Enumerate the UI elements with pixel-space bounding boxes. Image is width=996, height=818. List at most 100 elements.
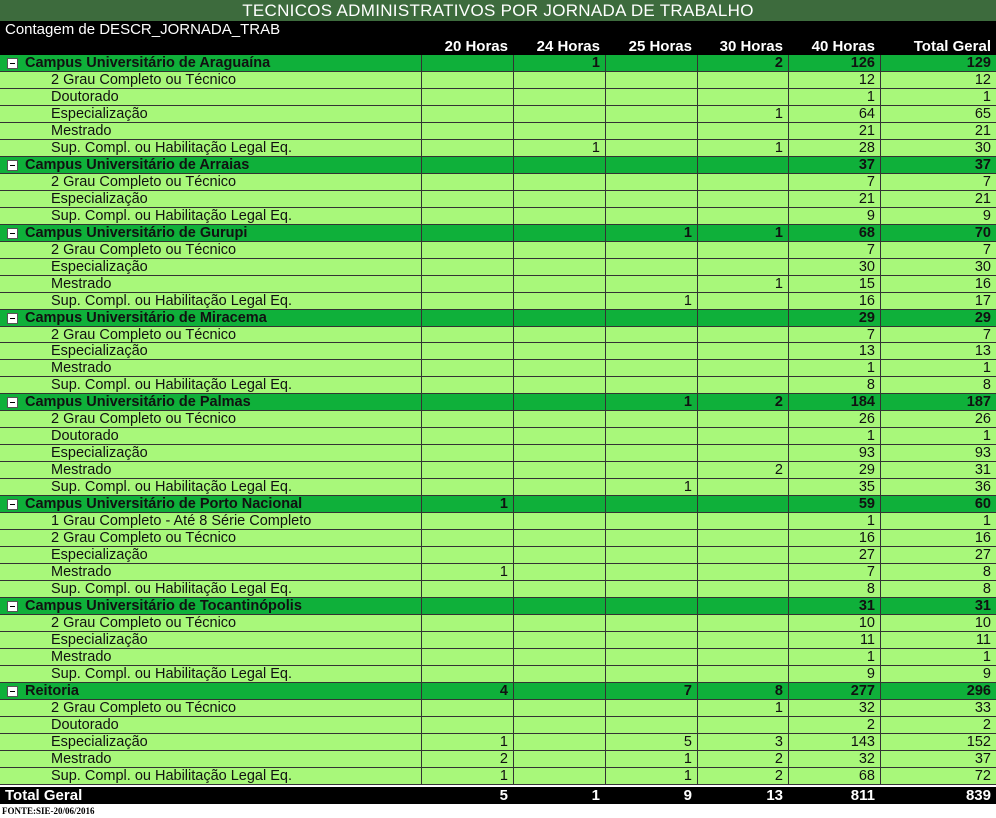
value-cell: 1	[605, 767, 697, 784]
value-cell	[421, 71, 513, 88]
value-cell	[421, 105, 513, 122]
group-row[interactable]: Reitoria 4 7 8 277 296	[0, 682, 996, 700]
value-cell	[605, 71, 697, 88]
collapse-toggle-icon[interactable]	[7, 227, 18, 239]
value-cell	[605, 275, 697, 292]
group-label: Campus Universitário de Porto Nacional	[25, 496, 303, 513]
row-label: Sup. Compl. ou Habilitação Legal Eq.	[51, 767, 293, 784]
value-cell	[421, 462, 513, 479]
value-cell	[605, 156, 697, 173]
value-cell: 36	[880, 479, 996, 495]
value-cell: 21	[788, 190, 880, 207]
detail-row: 2 Grau Completo ou Técnico 7 7	[0, 326, 996, 344]
group-label: Campus Universitário de Tocantinópolis	[25, 598, 302, 614]
value-cell	[513, 156, 605, 173]
detail-row: Especialização 93 93	[0, 445, 996, 463]
value-cell	[421, 479, 513, 496]
value-cell: 1	[880, 428, 996, 444]
value-cell: 1	[605, 750, 697, 767]
value-cell: 7	[605, 682, 697, 699]
value-cell: 1	[880, 648, 996, 665]
detail-row: Mestrado 2 1 2 32 37	[0, 750, 996, 768]
value-cell	[421, 190, 513, 207]
value-cell: 7	[788, 173, 880, 190]
value-cell: 1	[697, 139, 788, 156]
group-row[interactable]: Campus Universitário de Miracema 29 29	[0, 309, 996, 327]
group-row[interactable]: Campus Universitário de Araguaína 1 2 126 12…	[0, 55, 996, 72]
value-cell: 296	[880, 682, 996, 699]
detail-row: Doutorado 2 2	[0, 716, 996, 734]
value-cell: 21	[880, 122, 996, 139]
grand-total-row: Total Geral 5 1 9 13 811 839	[0, 787, 996, 804]
value-cell	[513, 71, 605, 88]
value-cell	[421, 55, 513, 71]
value-cell	[605, 360, 697, 377]
group-row[interactable]: Campus Universitário de Arraias 37 37	[0, 156, 996, 174]
value-cell: 9	[788, 207, 880, 224]
value-cell	[421, 173, 513, 190]
collapse-toggle-icon[interactable]	[7, 499, 18, 511]
value-cell	[697, 530, 788, 547]
value-cell	[513, 190, 605, 207]
value-cell: 129	[880, 55, 996, 71]
value-cell	[697, 445, 788, 462]
collapse-toggle-icon[interactable]	[7, 685, 18, 697]
value-cell	[421, 716, 513, 733]
detail-row: Sup. Compl. ou Habilitação Legal Eq. 1 16 1…	[0, 292, 996, 310]
value-cell	[513, 207, 605, 224]
value-cell	[421, 377, 513, 394]
value-cell: 72	[880, 767, 996, 784]
value-cell: 31	[880, 598, 996, 614]
value-cell	[697, 326, 788, 343]
pivot-table-body: Campus Universitário de Araguaína 1 2 126 12…	[0, 55, 996, 785]
value-cell: 1	[513, 139, 605, 156]
detail-row: Mestrado 1 1	[0, 360, 996, 378]
group-row[interactable]: Campus Universitário de Palmas 1 2 184 187	[0, 394, 996, 412]
value-cell	[513, 767, 605, 784]
value-cell: 126	[788, 55, 880, 71]
value-cell	[513, 699, 605, 716]
value-cell	[513, 648, 605, 665]
value-cell: 12	[880, 71, 996, 88]
value-cell	[513, 88, 605, 105]
row-label: 1 Grau Completo - Até 8 Série Completo	[51, 513, 312, 530]
collapse-toggle-icon[interactable]	[7, 312, 18, 324]
row-label: Doutorado	[51, 716, 119, 733]
column-header: 25 Horas	[628, 38, 692, 55]
group-row[interactable]: Campus Universitário de Gurupi 1 1 68 70	[0, 224, 996, 242]
value-cell	[697, 631, 788, 648]
value-cell	[605, 411, 697, 428]
collapse-toggle-icon[interactable]	[7, 601, 18, 612]
group-row[interactable]: Campus Universitário de Tocantinópolis 31…	[0, 598, 996, 615]
value-cell	[697, 88, 788, 105]
value-cell: 1	[421, 733, 513, 750]
collapse-toggle-icon[interactable]	[7, 159, 18, 171]
detail-row: 1 Grau Completo - Até 8 Série Completo 1 1	[0, 513, 996, 531]
row-label: Especialização	[51, 105, 148, 122]
value-cell: 11	[880, 631, 996, 648]
collapse-toggle-icon[interactable]	[7, 397, 18, 409]
value-cell: 7	[880, 241, 996, 258]
value-cell: 37	[880, 156, 996, 173]
value-cell	[605, 88, 697, 105]
value-cell: 59	[788, 496, 880, 512]
value-cell	[605, 598, 697, 614]
detail-row: 2 Grau Completo ou Técnico 12 12	[0, 71, 996, 89]
value-cell: 16	[880, 530, 996, 546]
value-cell	[421, 309, 513, 326]
value-cell: 16	[788, 530, 880, 546]
row-label: Mestrado	[51, 750, 112, 767]
value-cell	[421, 122, 513, 139]
collapse-toggle-icon[interactable]	[7, 58, 18, 69]
value-cell	[697, 496, 788, 513]
row-label: Mestrado	[51, 648, 112, 665]
group-row[interactable]: Campus Universitário de Porto Nacional 1 5…	[0, 496, 996, 514]
value-cell	[697, 360, 788, 377]
grand-total-cell: 13	[766, 787, 783, 804]
row-label: Sup. Compl. ou Habilitação Legal Eq.	[51, 581, 293, 597]
value-cell	[513, 275, 605, 292]
value-cell	[513, 462, 605, 479]
row-label: Especialização	[51, 190, 148, 207]
value-cell	[513, 224, 605, 241]
